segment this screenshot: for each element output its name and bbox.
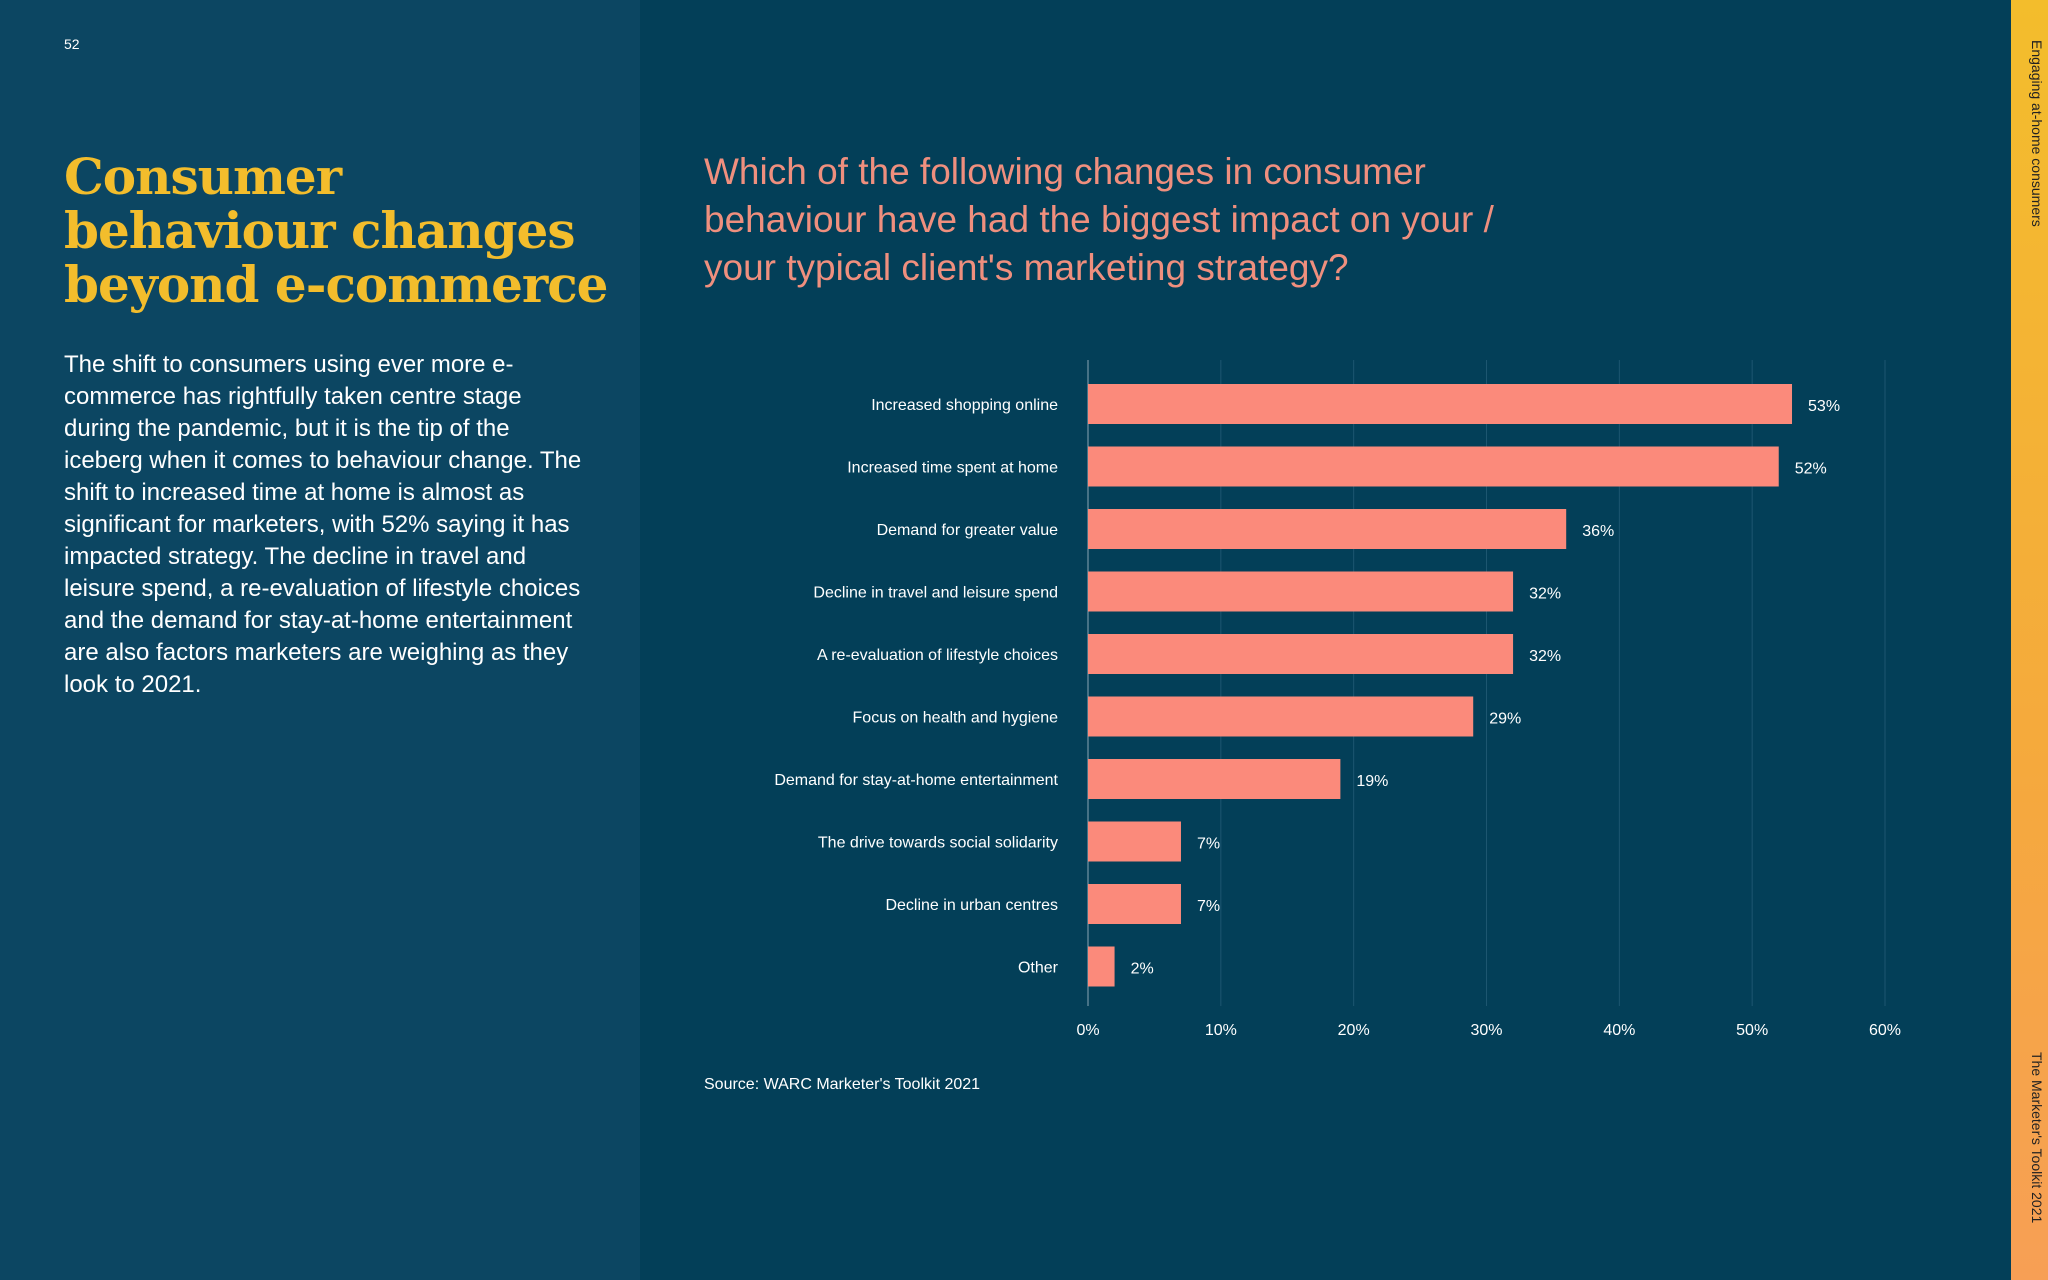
category-label: Demand for greater value bbox=[877, 522, 1059, 539]
value-label: 32% bbox=[1529, 648, 1561, 665]
value-label: 2% bbox=[1131, 961, 1154, 978]
x-tick-label: 50% bbox=[1736, 1022, 1768, 1039]
publication-label: The Marketer's Toolkit 2021 bbox=[2029, 1052, 2045, 1224]
page-title: Consumer behaviour changes beyond e-comm… bbox=[64, 147, 608, 314]
x-tick-label: 30% bbox=[1470, 1022, 1502, 1039]
category-label: Other bbox=[1018, 960, 1059, 977]
x-tick-label: 20% bbox=[1338, 1022, 1370, 1039]
value-label: 36% bbox=[1582, 523, 1614, 540]
bar bbox=[1088, 571, 1514, 612]
category-label: Decline in travel and leisure spend bbox=[813, 585, 1058, 602]
x-tick-label: 40% bbox=[1603, 1022, 1635, 1039]
bar bbox=[1088, 821, 1181, 862]
x-tick-label: 10% bbox=[1205, 1022, 1237, 1039]
category-label: Increased shopping online bbox=[871, 397, 1058, 414]
bar bbox=[1088, 759, 1341, 799]
bar bbox=[1088, 884, 1181, 924]
page-number: 52 bbox=[64, 36, 80, 52]
side-strip bbox=[2011, 0, 2048, 1280]
category-label: A re-evaluation of lifestyle choices bbox=[817, 647, 1058, 664]
category-label: The drive towards social solidarity bbox=[818, 835, 1058, 852]
bar bbox=[1088, 446, 1779, 487]
category-label: Increased time spent at home bbox=[847, 460, 1058, 477]
chart-title: Which of the following changes in consum… bbox=[704, 151, 1494, 288]
section-label: Engaging at-home consumers bbox=[2029, 40, 2045, 227]
bar bbox=[1088, 696, 1474, 737]
bar bbox=[1088, 946, 1115, 987]
body-text: The shift to consumers using ever more e… bbox=[64, 351, 582, 698]
category-label: Focus on health and hygiene bbox=[853, 710, 1059, 727]
bar bbox=[1088, 634, 1514, 674]
chart-source: Source: WARC Marketer's Toolkit 2021 bbox=[704, 1076, 981, 1093]
value-label: 53% bbox=[1808, 398, 1840, 415]
bar bbox=[1088, 509, 1567, 549]
value-label: 32% bbox=[1529, 586, 1561, 603]
bar bbox=[1088, 384, 1793, 424]
left-panel bbox=[0, 0, 640, 1280]
x-tick-label: 0% bbox=[1076, 1022, 1099, 1039]
value-label: 19% bbox=[1356, 773, 1388, 790]
value-label: 7% bbox=[1197, 898, 1220, 915]
value-label: 29% bbox=[1489, 711, 1521, 728]
category-label: Demand for stay-at-home entertainment bbox=[774, 772, 1058, 789]
category-label: Decline in urban centres bbox=[885, 897, 1058, 914]
x-tick-label: 60% bbox=[1869, 1022, 1901, 1039]
value-label: 52% bbox=[1795, 461, 1827, 478]
value-label: 7% bbox=[1197, 836, 1220, 853]
